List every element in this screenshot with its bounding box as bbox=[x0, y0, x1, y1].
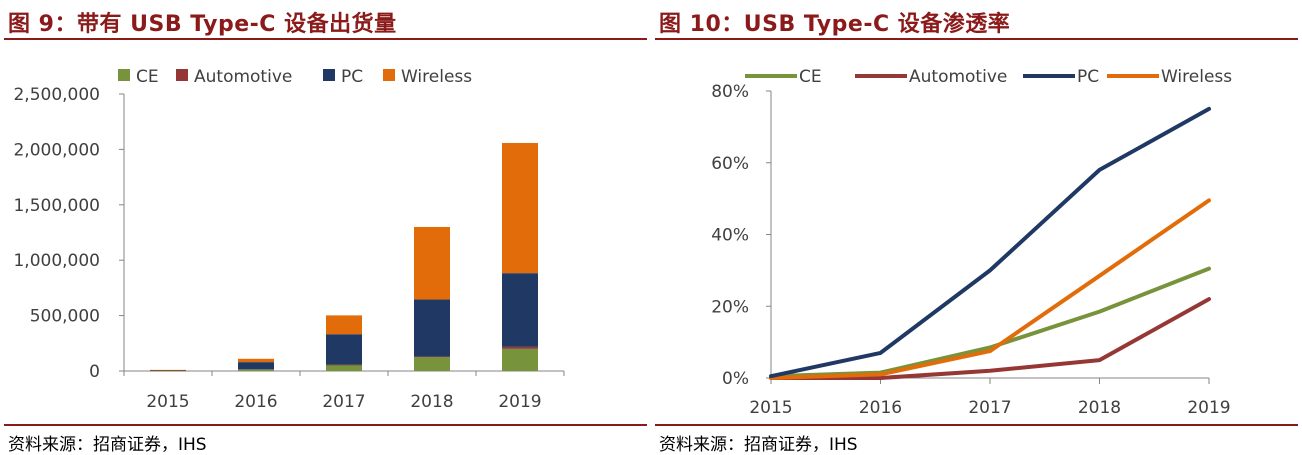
bar-ce-2019 bbox=[502, 348, 538, 371]
bar-wireless-2015 bbox=[150, 369, 186, 371]
legend-label-pc: PC bbox=[341, 67, 363, 87]
bar-ce-2017 bbox=[326, 364, 362, 371]
bar-pc-2018 bbox=[414, 299, 450, 357]
y-tick-label: 500,000 bbox=[30, 307, 100, 327]
y-tick-label: 1,000,000 bbox=[13, 251, 100, 271]
bar-automotive-2019 bbox=[502, 346, 538, 349]
x-tick-label: 2015 bbox=[146, 392, 189, 412]
penetration-line-chart: 0% 20% 40% 60% 80% 2015 2016 2017 2018 2019 CE Auto… bbox=[711, 67, 1232, 418]
y-tick-label: 0 bbox=[89, 362, 100, 382]
figure-10-title: 图 10：USB Type-C 设备渗透率 bbox=[659, 12, 1011, 37]
x-tick-label: 2018 bbox=[410, 392, 453, 412]
bar-ce-2015 bbox=[150, 370, 186, 372]
legend-label-ce: CE bbox=[136, 67, 159, 87]
figure-9-bottom-rule bbox=[4, 424, 647, 426]
y-tick-label: 20% bbox=[711, 297, 749, 317]
legend-label-automotive: Automotive bbox=[194, 67, 292, 87]
figure-9-top-rule bbox=[4, 38, 647, 40]
figure-10-source: 资料来源：招商证券，IHS bbox=[659, 435, 858, 455]
y-tick-label: 0% bbox=[722, 369, 749, 389]
y-tick-label: 40% bbox=[711, 226, 749, 246]
legend-label-ce: CE bbox=[799, 67, 822, 87]
legend-swatch-ce bbox=[118, 69, 130, 81]
line-automotive bbox=[769, 297, 1211, 380]
y-tick-label: 60% bbox=[711, 154, 749, 174]
figure-10-panel: 图 10：USB Type-C 设备渗透率 0% 20% 40% 60% 80% 2015… bbox=[651, 0, 1302, 455]
x-tick-label: 2016 bbox=[234, 392, 277, 412]
line-pc bbox=[769, 106, 1211, 379]
x-tick-label: 2017 bbox=[322, 392, 365, 412]
figure-10-top-rule bbox=[655, 38, 1298, 40]
bar-wireless-2018 bbox=[414, 226, 450, 300]
legend-swatch-pc bbox=[323, 69, 335, 81]
x-tick-label: 2018 bbox=[1078, 398, 1121, 418]
y-tick-label: 80% bbox=[711, 82, 749, 102]
x-tick-label: 2017 bbox=[968, 398, 1011, 418]
y-tick-label: 2,000,000 bbox=[13, 140, 100, 160]
x-tick-label: 2016 bbox=[859, 398, 902, 418]
shipments-bar-chart: 0 500,000 1,000,000 1,500,000 2,000,000 2,500… bbox=[13, 67, 565, 412]
legend-label-wireless: Wireless bbox=[1161, 67, 1232, 87]
x-tick-label: 2015 bbox=[749, 398, 792, 418]
legend-label-wireless: Wireless bbox=[401, 67, 472, 87]
bar-wireless-2019 bbox=[502, 142, 538, 274]
figure-9-panel: 图 9：带有 USB Type-C 设备出货量 0 500,000 1,000,00… bbox=[0, 0, 651, 455]
bar-pc-2017 bbox=[326, 334, 362, 365]
figure-9-title: 图 9：带有 USB Type-C 设备出货量 bbox=[8, 12, 397, 37]
legend-label-automotive: Automotive bbox=[909, 67, 1007, 87]
legend-swatch-automotive bbox=[176, 69, 188, 81]
bar-ce-2016 bbox=[238, 369, 274, 371]
bar-pc-2015 bbox=[150, 370, 186, 372]
y-tick-label: 1,500,000 bbox=[13, 196, 100, 216]
bar-automotive-2017 bbox=[326, 364, 362, 366]
bar-pc-2016 bbox=[238, 362, 274, 370]
bar-pc-2019 bbox=[502, 273, 538, 347]
x-tick-label: 2019 bbox=[1187, 398, 1230, 418]
bar-ce-2018 bbox=[414, 357, 450, 371]
figure-9-source: 资料来源：招商证券，IHS bbox=[8, 435, 207, 455]
legend-label-pc: PC bbox=[1077, 67, 1099, 87]
figure-10-bottom-rule bbox=[655, 424, 1298, 426]
legend-swatch-wireless bbox=[383, 69, 395, 81]
bar-wireless-2017 bbox=[326, 315, 362, 335]
line-wireless bbox=[769, 198, 1211, 380]
x-tick-label: 2019 bbox=[498, 392, 541, 412]
bar-automotive-2018 bbox=[414, 356, 450, 358]
y-tick-label: 2,500,000 bbox=[13, 85, 100, 105]
bar-wireless-2016 bbox=[238, 358, 274, 363]
line-ce bbox=[769, 266, 1211, 379]
